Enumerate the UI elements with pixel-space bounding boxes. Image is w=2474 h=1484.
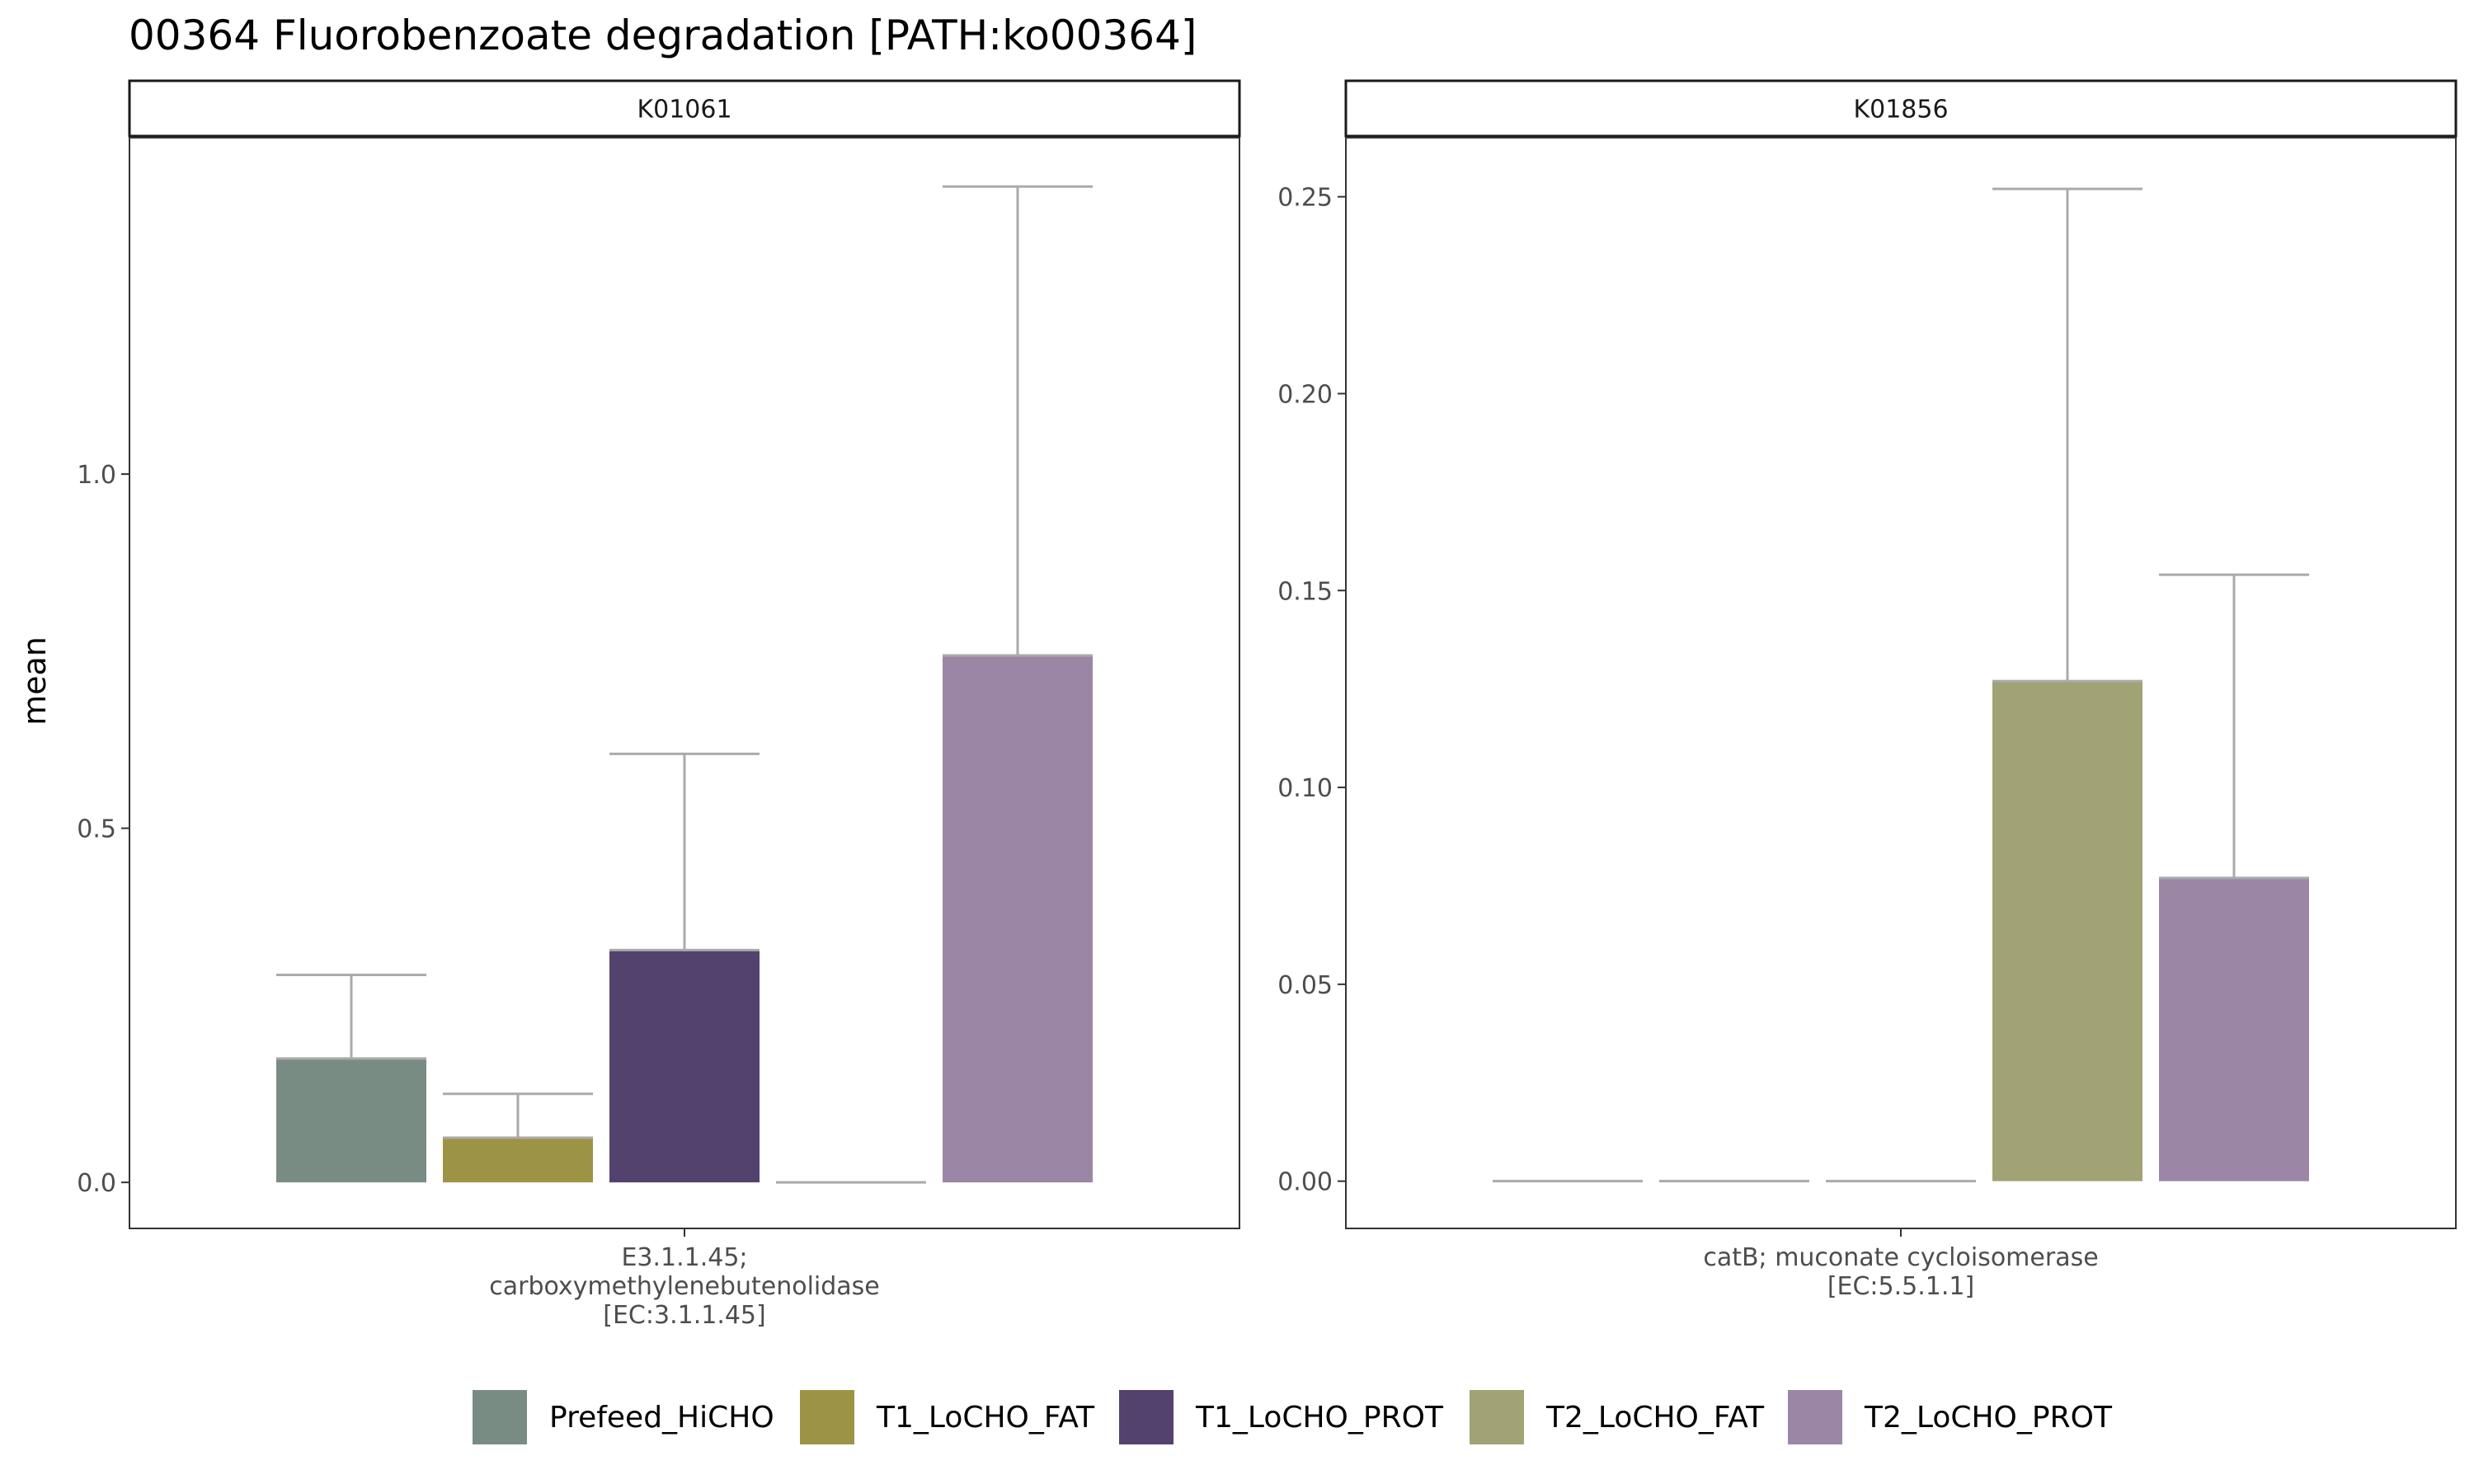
- bar-T2_LoCHO_FAT: [1992, 681, 2142, 1181]
- y-tick-label: 0.25: [1277, 184, 1333, 213]
- y-tick-label: 0.5: [77, 815, 116, 844]
- legend-key-Prefeed_HiCHO: [473, 1390, 527, 1444]
- y-tick-label: 0.10: [1277, 774, 1333, 803]
- y-tick-label: 1.0: [77, 461, 116, 490]
- legend-key-T2_LoCHO_PROT: [1788, 1390, 1842, 1444]
- bar-T1_LoCHO_PROT: [609, 950, 760, 1183]
- x-category-label: carboxymethylenebutenolidase: [489, 1272, 880, 1301]
- legend-key-T1_LoCHO_PROT: [1119, 1390, 1174, 1444]
- legend-label-T1_LoCHO_FAT: T1_LoCHO_FAT: [876, 1401, 1095, 1435]
- legend-key-T1_LoCHO_FAT: [800, 1390, 854, 1444]
- bar-T1_LoCHO_FAT: [443, 1138, 593, 1183]
- bar-Prefeed_HiCHO: [276, 1058, 426, 1183]
- x-category-label: [EC:3.1.1.45]: [603, 1301, 765, 1330]
- y-tick-label: 0.0: [77, 1169, 116, 1198]
- y-tick-label: 0.05: [1277, 971, 1333, 1000]
- legend-key-T2_LoCHO_FAT: [1470, 1390, 1524, 1444]
- bar-T2_LoCHO_PROT: [943, 655, 1093, 1183]
- y-tick-label: 0.20: [1277, 380, 1333, 409]
- y-axis-title: mean: [16, 636, 53, 726]
- legend-label-Prefeed_HiCHO: Prefeed_HiCHO: [549, 1401, 774, 1435]
- y-tick-label: 0.15: [1277, 577, 1333, 606]
- legend-label-T1_LoCHO_PROT: T1_LoCHO_PROT: [1195, 1401, 1444, 1435]
- chart-title: 00364 Fluorobenzoate degradation [PATH:k…: [129, 12, 1197, 59]
- facet-strip: [1344, 79, 2458, 138]
- x-category-label: [EC:5.5.1.1]: [1827, 1272, 1974, 1301]
- y-tick-label: 0.00: [1277, 1168, 1333, 1197]
- x-category-label: E3.1.1.45;: [621, 1243, 747, 1272]
- legend-label-T2_LoCHO_PROT: T2_LoCHO_PROT: [1864, 1401, 2113, 1435]
- facet-strip-label: K01856: [1853, 96, 1948, 124]
- facet-strip: [128, 79, 1241, 138]
- legend-label-T2_LoCHO_FAT: T2_LoCHO_FAT: [1545, 1401, 1765, 1435]
- x-category-label: catB; muconate cycloisomerase: [1703, 1243, 2098, 1272]
- bar-T2_LoCHO_PROT: [2159, 877, 2309, 1181]
- facet-strip-label: K01061: [637, 96, 731, 124]
